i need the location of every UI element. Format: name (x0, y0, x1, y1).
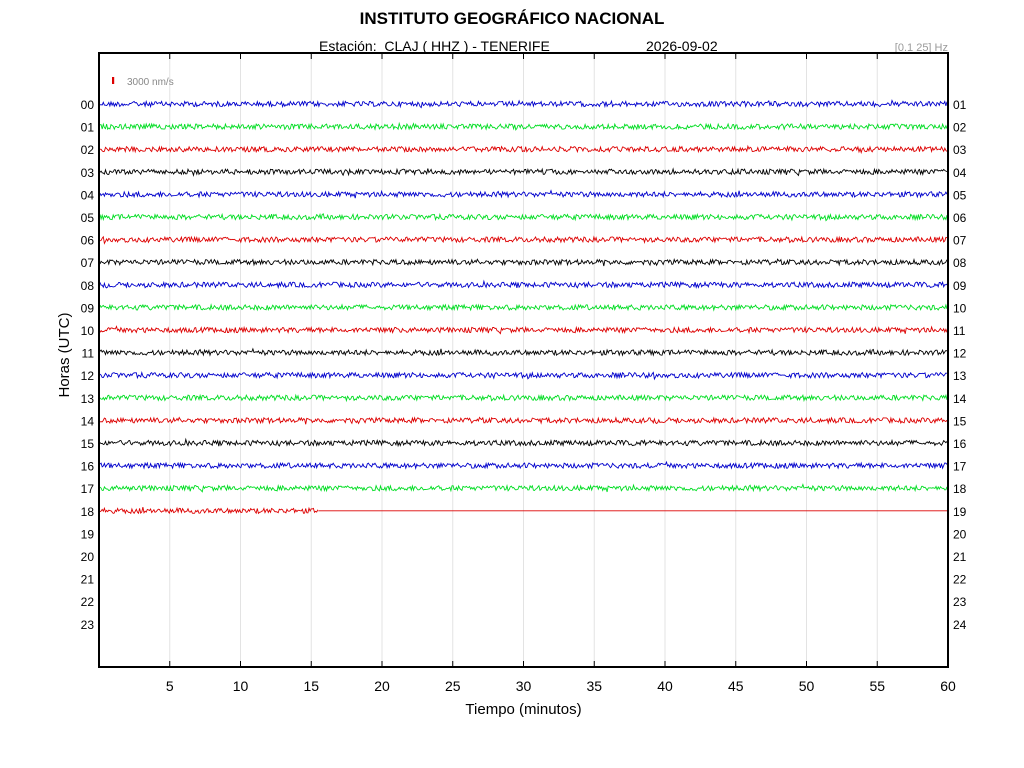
seismic-trace-02 (99, 144, 948, 155)
hour-label-right: 05 (953, 188, 967, 202)
hour-label-left: 10 (81, 324, 95, 338)
hour-label-right: 23 (953, 595, 967, 609)
x-tick-label: 60 (940, 678, 956, 694)
seismic-trace-14 (99, 416, 948, 425)
x-tick-label: 45 (728, 678, 744, 694)
hour-label-right: 19 (953, 505, 967, 519)
hour-label-left: 19 (81, 527, 95, 541)
hour-label-right: 06 (953, 211, 967, 225)
seismic-trace-06 (99, 235, 948, 245)
hour-label-right: 01 (953, 98, 967, 112)
x-tick-label: 55 (869, 678, 885, 694)
seismic-trace-16 (99, 460, 948, 470)
hour-label-right: 15 (953, 414, 967, 428)
hour-label-right: 09 (953, 279, 967, 293)
seismic-trace-04 (99, 189, 948, 199)
filter-band-label: [0.1 25] Hz (894, 42, 948, 54)
x-tick-label: 50 (799, 678, 815, 694)
seismic-trace-08 (99, 279, 948, 290)
seismic-trace-17 (99, 483, 948, 493)
hour-label-left: 01 (81, 121, 95, 135)
hour-label-left: 00 (81, 98, 95, 112)
hour-label-right: 03 (953, 143, 967, 157)
x-tick-label: 10 (233, 678, 249, 694)
hour-label-right: 18 (953, 482, 967, 496)
hour-label-left: 11 (82, 347, 95, 361)
station-label: Estación: CLAJ ( HHZ ) - TENERIFE (319, 38, 550, 54)
hour-label-right: 21 (953, 550, 967, 564)
hour-label-left: 07 (81, 256, 95, 270)
hour-label-left: 17 (81, 482, 95, 496)
hour-label-left: 05 (81, 211, 95, 225)
x-tick-label: 35 (586, 678, 602, 694)
hour-label-left: 03 (81, 166, 95, 180)
hour-label-right: 04 (953, 166, 967, 180)
seismic-trace-00 (99, 99, 948, 109)
hour-label-left: 13 (81, 392, 95, 406)
x-tick-label: 40 (657, 678, 673, 694)
date-label: 2026-09-02 (646, 38, 718, 54)
amplitude-scale-bar (112, 77, 115, 84)
seismic-trace-01 (99, 121, 948, 131)
hour-label-left: 06 (81, 234, 95, 248)
hour-label-right: 24 (953, 618, 967, 632)
seismic-trace-10 (99, 325, 948, 335)
x-tick-label: 25 (445, 678, 461, 694)
hour-label-left: 08 (81, 279, 95, 293)
hour-label-right: 16 (953, 437, 967, 451)
hour-label-left: 20 (81, 550, 95, 564)
seismic-trace-13 (99, 393, 948, 403)
y-axis-label: Horas (UTC) (56, 312, 73, 397)
chart-title: INSTITUTO GEOGRÁFICO NACIONAL (359, 9, 665, 28)
hour-label-left: 12 (81, 369, 95, 383)
seismic-trace-05 (99, 212, 948, 222)
seismic-trace-12 (99, 371, 948, 381)
seismic-trace-15 (99, 437, 948, 448)
seismic-trace-11 (99, 347, 948, 357)
hour-label-left: 22 (81, 595, 95, 609)
hour-label-right: 13 (953, 369, 967, 383)
hour-label-right: 02 (953, 121, 967, 135)
hour-label-right: 07 (953, 234, 967, 248)
hour-label-left: 21 (81, 573, 95, 587)
hour-label-left: 16 (81, 460, 95, 474)
x-axis-label: Tiempo (minutos) (465, 701, 581, 718)
x-tick-label: 5 (166, 678, 174, 694)
hour-label-left: 23 (81, 618, 95, 632)
hour-label-left: 04 (81, 188, 95, 202)
hour-label-left: 18 (81, 505, 95, 519)
hour-label-right: 11 (953, 324, 966, 338)
x-tick-label: 20 (374, 678, 390, 694)
hour-label-right: 20 (953, 527, 967, 541)
seismic-trace-09 (99, 303, 948, 312)
x-tick-label: 30 (516, 678, 532, 694)
hour-label-left: 15 (81, 437, 95, 451)
hour-label-left: 09 (81, 301, 95, 315)
seismic-trace-07 (99, 258, 948, 267)
hour-label-right: 12 (953, 347, 967, 361)
hour-label-right: 14 (953, 392, 967, 406)
hour-label-right: 22 (953, 573, 967, 587)
hour-label-right: 08 (953, 256, 967, 270)
hour-label-right: 10 (953, 301, 967, 315)
amplitude-scale-label: 3000 nm/s (127, 77, 174, 88)
x-tick-label: 15 (303, 678, 319, 694)
seismic-trace-18 (99, 506, 319, 515)
hour-label-left: 02 (81, 143, 95, 157)
hour-label-left: 14 (81, 414, 95, 428)
hour-label-right: 17 (953, 460, 967, 474)
seismic-trace-03 (99, 167, 948, 177)
